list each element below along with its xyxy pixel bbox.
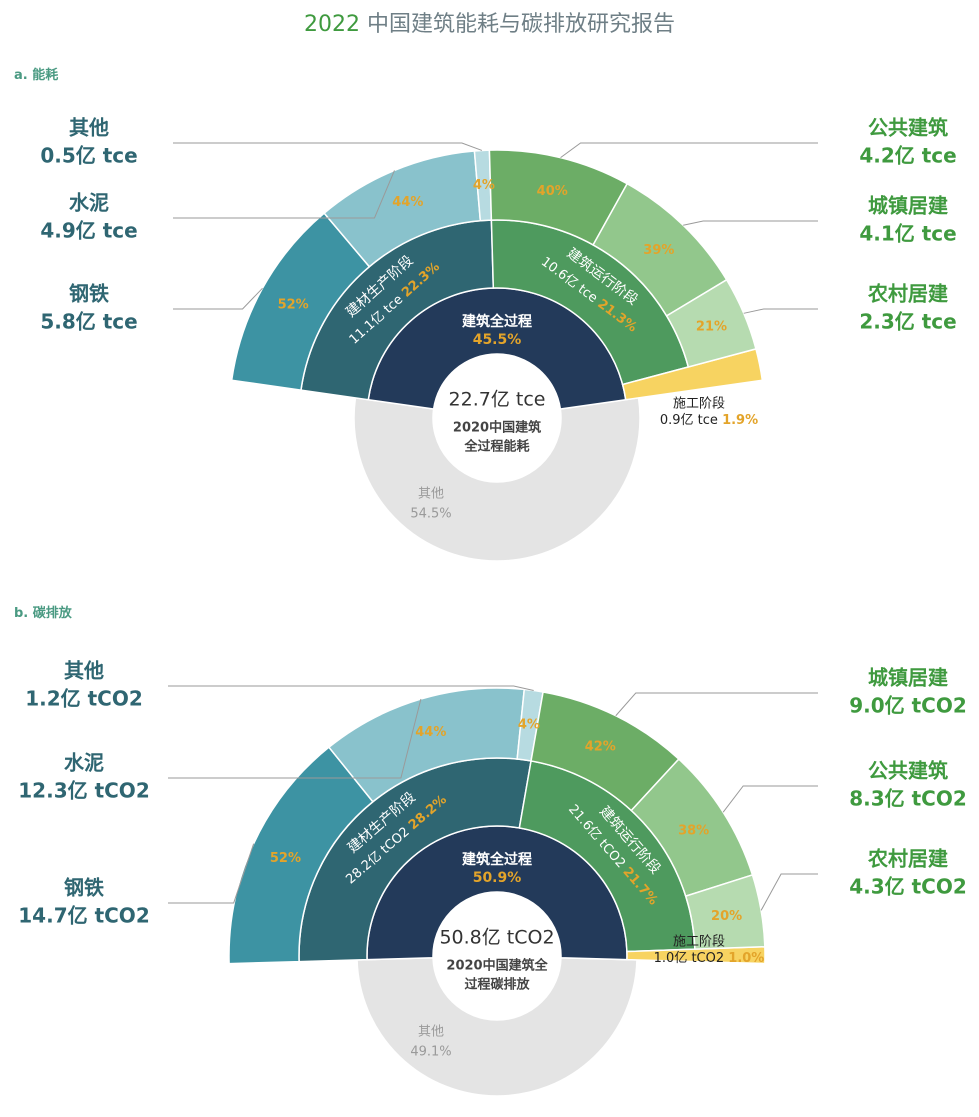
chart1-material-2-pct: 4%	[473, 178, 495, 193]
chart1-other-label: 其他	[418, 487, 444, 502]
chart2-construction-stage-slice	[626, 945, 766, 965]
chart2-material-2-callout-name: 其他	[64, 659, 104, 683]
chart1-other-pct: 54.5%	[410, 507, 451, 522]
chart2-material-1-pct: 44%	[415, 725, 446, 740]
chart2-material-1-leader	[168, 698, 422, 779]
panel-a-label: a. 能耗	[14, 68, 59, 83]
chart1-operation-0-callout-amount: 4.2亿 tce	[859, 144, 956, 168]
chart1-center-hole	[433, 354, 561, 482]
chart2-whole-process-pct: 50.9%	[473, 870, 522, 886]
chart1-whole-process-label: 建筑全过程	[462, 313, 532, 330]
chart1-construction-stage-name: 施工阶段	[673, 397, 725, 412]
chart1-material-1-leader	[173, 170, 395, 219]
page-title-year: 2022	[303, 12, 360, 37]
chart2-material-0-callout-amount: 14.7亿 tCO2	[18, 904, 149, 928]
chart2-whole-process-label: 建筑全过程	[462, 851, 532, 868]
chart1-operation-2-leader	[743, 308, 818, 314]
chart2-material-0-callout-name: 钢铁	[64, 876, 104, 900]
chart2-operation-2-slice	[684, 874, 766, 950]
chart2-operation-2-callout-amount: 4.3亿 tCO2	[849, 875, 967, 899]
chart2-material-0-pct: 52%	[270, 851, 301, 866]
chart2-material-2-leader	[168, 685, 534, 692]
chart2-construction-stage-value: 1.0亿 tCO2 1.0%	[654, 951, 765, 966]
chart2-other-label: 其他	[418, 1025, 444, 1040]
chart2-material-2-callout-amount: 1.2亿 tCO2	[25, 687, 143, 711]
chart1-material-2-leader	[173, 142, 483, 151]
chart1-operation-1-pct: 39%	[643, 243, 674, 258]
chart2-material-1-callout-name: 水泥	[64, 751, 104, 775]
chart1-material-1-pct: 44%	[392, 195, 423, 210]
chart2-operation-2-pct: 20%	[711, 909, 742, 924]
chart2-center-value: 50.8亿 tCO2	[439, 927, 554, 949]
chart2-construction-stage-name: 施工阶段	[673, 935, 725, 950]
panel-b-label: b. 碳排放	[14, 606, 72, 621]
chart1-construction-stage-value: 0.9亿 tce 1.9%	[660, 413, 758, 428]
chart1-material-0-leader	[173, 287, 263, 310]
chart2-material-0-leader	[168, 843, 255, 904]
chart1-operation-2-pct: 21%	[696, 319, 727, 334]
page-title-text: 中国建筑能耗与碳排放研究报告	[366, 12, 675, 37]
page-title: 2022 中国建筑能耗与碳排放研究报告	[0, 6, 979, 38]
chart2-center-caption-2: 过程碳排放	[464, 977, 530, 993]
chart1-center-value: 22.7亿 tce	[449, 389, 546, 411]
chart2-other-pct: 49.1%	[410, 1045, 451, 1060]
chart1-operation-2-callout-amount: 2.3亿 tce	[859, 310, 956, 334]
chart2-operation-1-leader	[722, 785, 818, 813]
chart1-operation-0-callout-name: 公共建筑	[868, 116, 948, 140]
chart1-operation-2-slice	[665, 278, 757, 368]
chart2-operation-1-callout-name: 公共建筑	[868, 759, 948, 783]
chart1-material-2-callout-name: 其他	[69, 116, 109, 140]
chart2-operation-2-callout-name: 农村居建	[867, 847, 948, 871]
chart1-construction-stage-slice	[621, 347, 764, 401]
chart1-operation-1-callout-amount: 4.1亿 tce	[859, 222, 956, 246]
chart2-material-2-pct: 4%	[518, 718, 540, 733]
chart1-operation-0-pct: 40%	[537, 184, 568, 199]
chart1-material-2-callout-amount: 0.5亿 tce	[40, 144, 137, 168]
chart1-operation-1-callout-name: 城镇居建	[868, 194, 948, 218]
chart1-material-1-callout-amount: 4.9亿 tce	[40, 219, 137, 243]
chart2-operation-2-leader	[760, 873, 818, 911]
chart1-material-0-callout-name: 钢铁	[69, 282, 109, 306]
chart2-operation-1-callout-amount: 8.3亿 tCO2	[849, 787, 967, 811]
chart2-operation-0-leader	[615, 692, 818, 717]
chart1-operation-2-callout-name: 农村居建	[867, 282, 948, 306]
chart1-material-0-callout-amount: 5.8亿 tce	[40, 310, 137, 334]
chart1-material-1-callout-name: 水泥	[69, 191, 109, 215]
chart2-material-1-callout-amount: 12.3亿 tCO2	[18, 779, 149, 803]
chart1-center-caption-2: 全过程能耗	[463, 439, 529, 455]
chart2-center-caption-1: 2020中国建筑全	[446, 958, 548, 974]
chart1-operation-1-leader	[683, 220, 818, 226]
chart1-operation-0-leader	[560, 142, 818, 159]
chart1-whole-process-pct: 45.5%	[473, 332, 522, 348]
chart2-operation-1-pct: 38%	[678, 823, 709, 838]
chart1-material-0-pct: 52%	[278, 298, 309, 313]
chart2-operation-0-callout-amount: 9.0亿 tCO2	[849, 694, 967, 718]
chart1-center-caption-1: 2020中国建筑	[453, 420, 541, 436]
chart2-center-hole	[433, 892, 561, 1020]
chart2-operation-0-pct: 42%	[585, 740, 616, 755]
chart2-operation-0-callout-name: 城镇居建	[868, 666, 948, 690]
